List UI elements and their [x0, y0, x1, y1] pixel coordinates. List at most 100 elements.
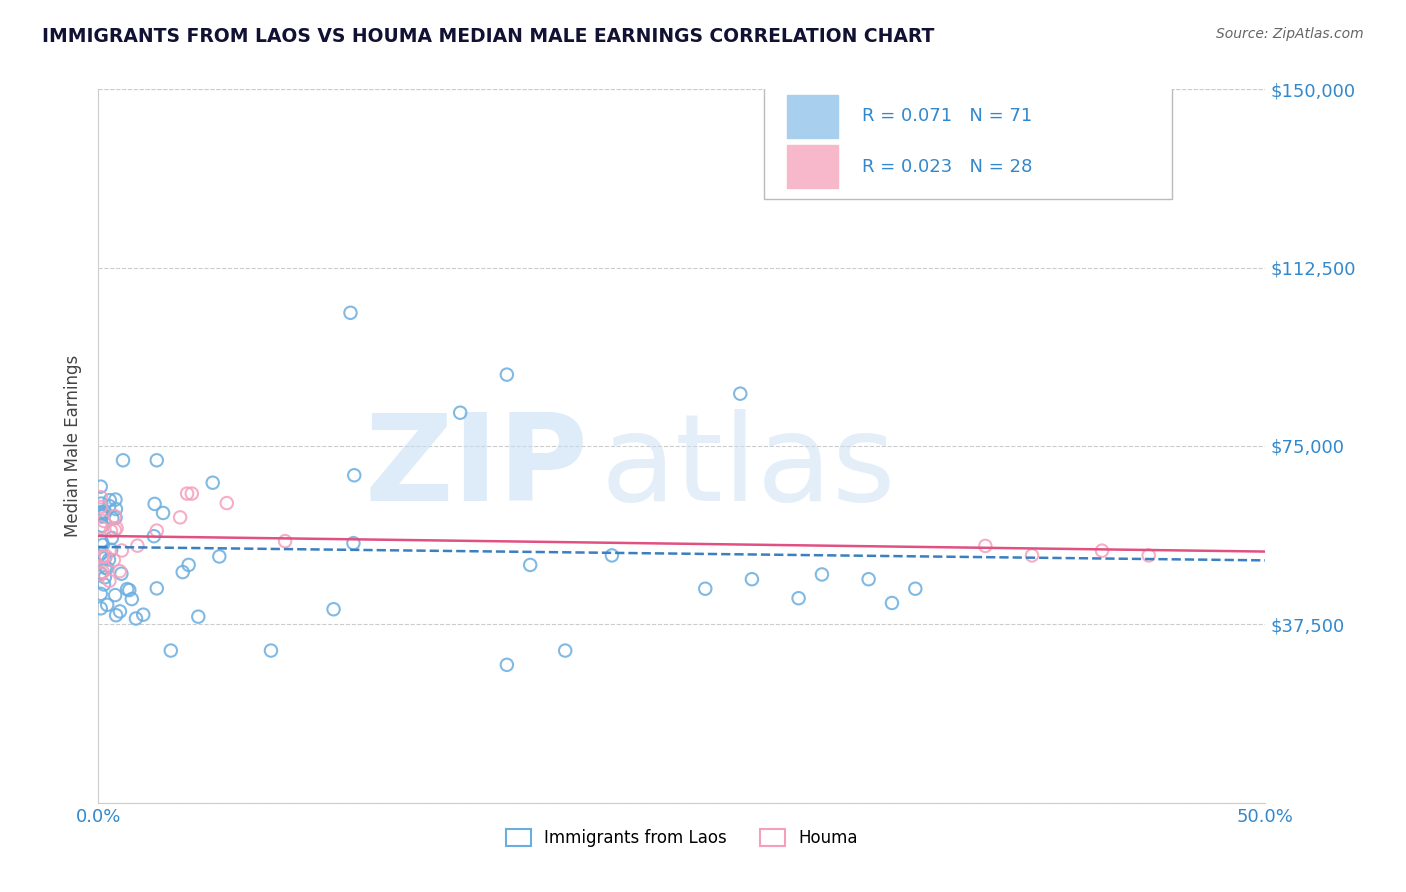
Point [695, 582, 717, 596]
Point [90, 547, 112, 561]
Point [108, 604, 131, 618]
FancyBboxPatch shape [763, 85, 1173, 199]
Point [91, 549, 114, 564]
Point [101, 511, 124, 525]
Point [104, 502, 127, 516]
Point [600, 549, 623, 563]
Point [96, 598, 118, 612]
Point [146, 524, 169, 538]
Point [274, 534, 297, 549]
Point [201, 475, 224, 490]
Point [974, 539, 997, 553]
Point [94, 505, 117, 519]
Point [91, 538, 114, 552]
FancyBboxPatch shape [787, 95, 838, 138]
Point [98, 499, 121, 513]
Point [142, 529, 165, 543]
Text: IMMIGRANTS FROM LAOS VS HOUMA MEDIAN MALE EARNINGS CORRELATION CHART: IMMIGRANTS FROM LAOS VS HOUMA MEDIAN MAL… [42, 27, 935, 45]
Point [94, 549, 117, 563]
Point [104, 588, 127, 602]
Point [104, 523, 127, 537]
Point [90, 587, 112, 601]
Point [858, 572, 880, 586]
Point [115, 582, 138, 596]
Point [100, 524, 122, 538]
Point [125, 611, 148, 625]
Point [880, 596, 903, 610]
Point [741, 572, 763, 586]
Point [103, 553, 125, 567]
Y-axis label: Median Male Earnings: Median Male Earnings [65, 355, 83, 537]
Point [143, 497, 166, 511]
Text: Source: ZipAtlas.com: Source: ZipAtlas.com [1216, 27, 1364, 41]
Point [1137, 549, 1160, 563]
Point [91, 565, 114, 579]
Point [449, 406, 471, 420]
Point [90, 534, 112, 549]
Point [98, 574, 121, 588]
Point [93, 514, 115, 528]
Point [208, 549, 231, 564]
Point [90, 505, 112, 519]
Point [104, 492, 127, 507]
Point [90, 566, 112, 581]
Point [342, 536, 364, 550]
Point [1091, 543, 1114, 558]
Point [94, 570, 117, 584]
Point [105, 608, 128, 623]
Point [90, 500, 112, 514]
Point [127, 539, 149, 553]
Point [94, 560, 117, 574]
Point [176, 486, 198, 500]
Point [132, 607, 155, 622]
Point [98, 493, 121, 508]
Point [91, 506, 114, 520]
Point [1021, 549, 1043, 563]
Point [93, 577, 115, 591]
Point [787, 591, 810, 606]
Point [111, 453, 134, 467]
Point [904, 582, 927, 596]
Point [260, 643, 283, 657]
Point [100, 542, 122, 557]
Point [94, 551, 117, 566]
Point [111, 543, 134, 558]
Point [104, 510, 127, 524]
Point [98, 552, 121, 566]
Point [519, 558, 541, 572]
Point [101, 531, 124, 545]
Point [215, 496, 238, 510]
Point [105, 521, 128, 535]
Point [110, 566, 132, 581]
Point [339, 306, 361, 320]
Legend: Immigrants from Laos, Houma: Immigrants from Laos, Houma [498, 821, 866, 855]
Point [121, 592, 143, 607]
Point [90, 567, 112, 582]
Text: R = 0.071   N = 71: R = 0.071 N = 71 [862, 107, 1032, 126]
Point [91, 549, 114, 564]
Point [108, 564, 131, 578]
Point [322, 602, 344, 616]
Point [343, 468, 366, 483]
Point [554, 643, 576, 657]
Text: atlas: atlas [600, 409, 896, 526]
Point [90, 506, 112, 520]
Point [496, 368, 519, 382]
Point [496, 657, 519, 672]
Point [177, 558, 200, 572]
Point [104, 509, 127, 524]
Point [90, 601, 112, 615]
Point [91, 508, 114, 522]
Text: ZIP: ZIP [364, 409, 589, 526]
Point [730, 386, 752, 401]
Point [90, 480, 112, 494]
Point [169, 510, 191, 524]
Point [90, 490, 112, 504]
Point [146, 453, 169, 467]
Point [96, 561, 118, 575]
Point [180, 486, 202, 500]
Point [146, 582, 169, 596]
Point [90, 546, 112, 560]
Text: R = 0.023   N = 28: R = 0.023 N = 28 [862, 158, 1032, 176]
Point [172, 565, 194, 579]
